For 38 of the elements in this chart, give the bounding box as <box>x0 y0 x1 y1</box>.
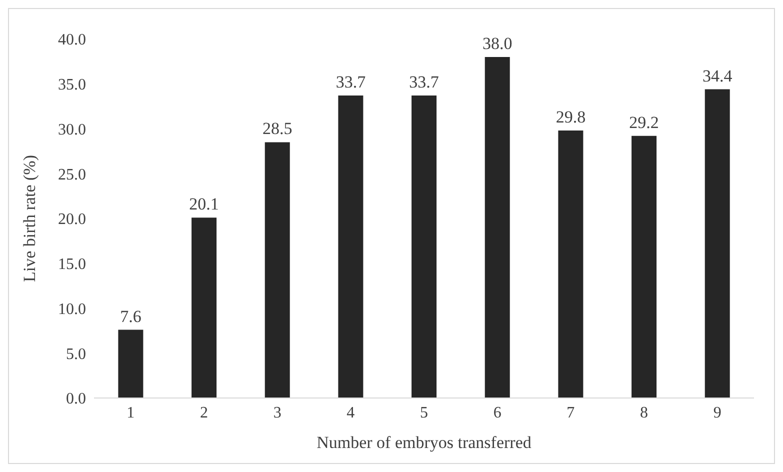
x-tick-label: 1 <box>126 404 135 422</box>
y-tick-label: 5.0 <box>66 346 86 363</box>
data-label: 34.4 <box>702 66 733 86</box>
y-tick-label: 40.0 <box>58 32 86 49</box>
x-axis-title: Number of embryos transferred <box>316 433 532 452</box>
x-tick-label: 8 <box>640 404 648 422</box>
data-label: 28.5 <box>262 119 292 138</box>
bar <box>484 56 510 398</box>
data-label: 29.2 <box>629 112 659 132</box>
y-tick-label: 10.0 <box>58 300 86 318</box>
bar <box>192 218 217 398</box>
y-tick-label: 15.0 <box>58 256 86 274</box>
bar <box>704 89 730 398</box>
y-axis-title: Live birth rate (%) <box>20 155 40 282</box>
data-label: 20.1 <box>189 194 219 214</box>
y-tick-label: 25.0 <box>58 166 86 184</box>
y-tick-label: 35.0 <box>58 76 86 94</box>
x-tick-label: 5 <box>420 404 428 422</box>
x-tick-label: 7 <box>566 404 575 422</box>
x-tick-label: 3 <box>273 404 282 422</box>
x-tick-label: 9 <box>713 404 722 422</box>
bar <box>118 330 144 398</box>
y-tick-label: 0.0 <box>66 390 86 408</box>
x-tick-label: 2 <box>200 404 208 422</box>
data-label: 33.7 <box>336 72 366 92</box>
bar <box>632 136 657 398</box>
bar <box>338 96 364 398</box>
bar <box>412 96 437 398</box>
data-label: 33.7 <box>409 72 440 92</box>
y-tick-label: 30.0 <box>58 121 86 138</box>
data-label: 7.6 <box>120 306 142 326</box>
x-tick-label: 6 <box>493 404 502 422</box>
bar <box>264 142 290 398</box>
data-label: 29.8 <box>556 108 586 127</box>
x-tick-label: 4 <box>346 404 355 422</box>
bar <box>558 130 584 398</box>
data-label: 38.0 <box>482 34 512 53</box>
y-tick-label: 20.0 <box>58 211 86 228</box>
